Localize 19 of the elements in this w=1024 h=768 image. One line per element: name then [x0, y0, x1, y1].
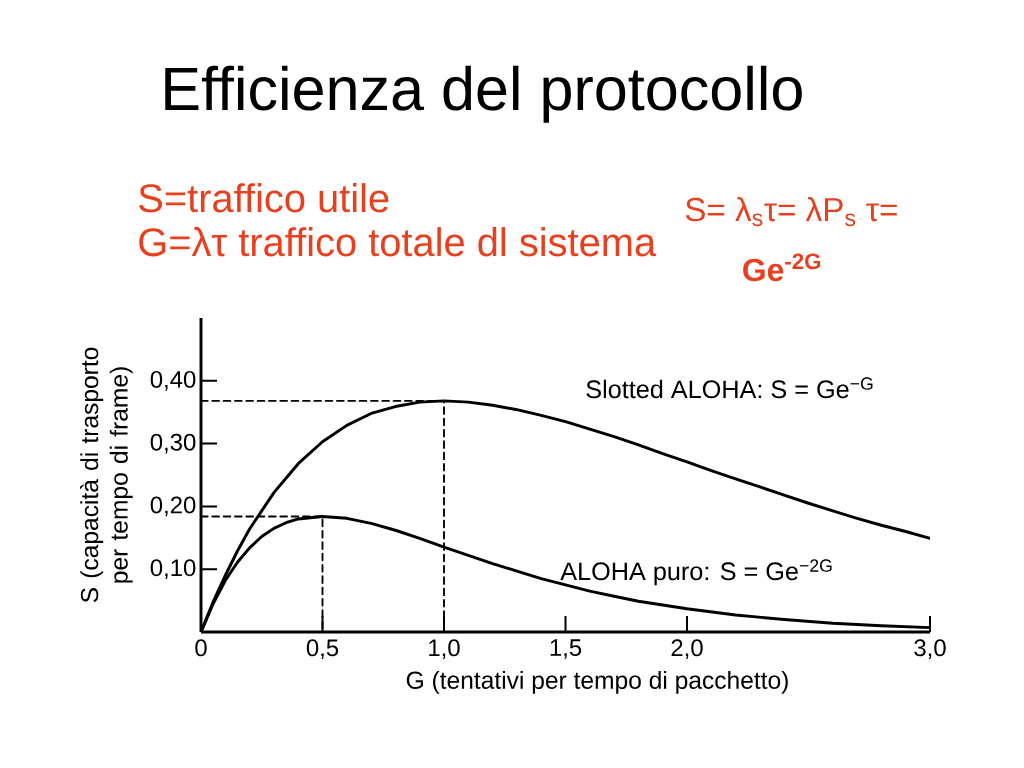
x-tick-label: 1,5 — [550, 639, 582, 659]
text: Ge$^{-2G}$ — [743, 253, 821, 282]
series-label: Slotted ALOHA: S = Ge$^{−G}$ — [586, 377, 873, 399]
y-tick-label: 0,10 — [150, 559, 196, 580]
text: G=λτ traffico totale dl sistema — [139, 227, 657, 257]
x-tick-label: 2,0 — [671, 639, 703, 660]
x-axis-title: G (tentativi per tempo di pacchetto) — [406, 670, 788, 694]
text: S= λ$_{s}$τ= λP$_{s}$ τ= — [685, 196, 897, 227]
chart-title: Efficienza del protocollo — [165, 65, 802, 123]
text: S=traffico utile — [139, 183, 389, 213]
y-tick-label: 0,30 — [150, 433, 196, 454]
x-tick-label: 3,0 — [914, 639, 946, 660]
x-tick-label: 0,5 — [306, 639, 339, 660]
x-tick-label: 0 — [195, 639, 207, 657]
y-tick-label: 0,40 — [150, 370, 196, 391]
series-label: ALOHA puro: S = Ge$^{−2G}$ — [560, 559, 832, 586]
x-tick-label: 1,0 — [429, 639, 460, 660]
y-axis-title: S (capacità di trasporto per tempo di frame) — [79, 347, 133, 603]
y-tick-label: 0,20 — [150, 496, 196, 517]
